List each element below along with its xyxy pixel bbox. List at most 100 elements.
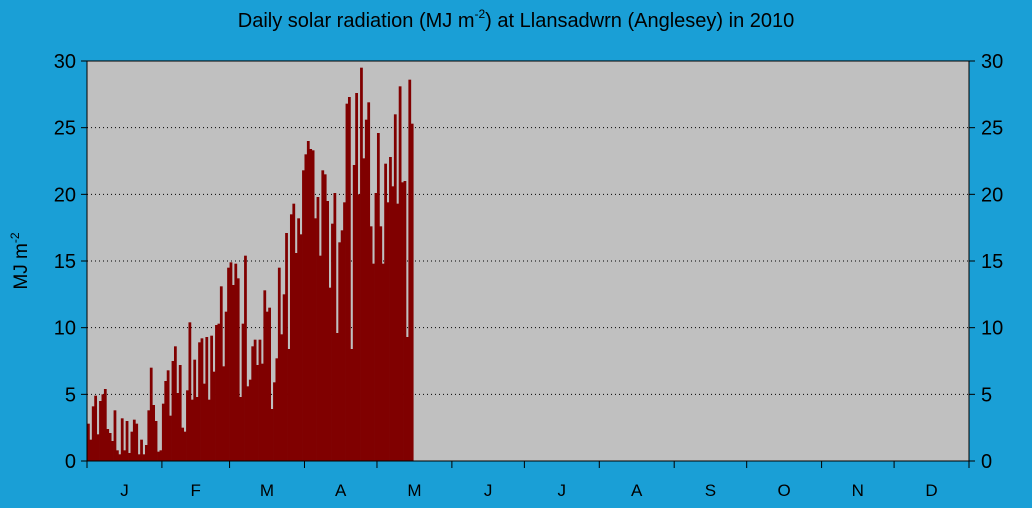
bar: [321, 170, 325, 461]
bar: [234, 263, 238, 461]
bar: [227, 267, 230, 461]
bar: [215, 325, 218, 461]
month-label: N: [852, 481, 864, 500]
bar: [190, 399, 194, 461]
bar: [304, 154, 308, 461]
bar: [391, 186, 395, 461]
month-label: A: [335, 481, 347, 500]
bar: [396, 203, 400, 462]
bar: [144, 445, 148, 461]
bar: [171, 361, 175, 461]
bar: [302, 170, 305, 461]
bar: [316, 197, 320, 461]
bar: [282, 294, 286, 461]
bar: [318, 255, 322, 461]
bar: [294, 253, 298, 461]
month-label: J: [484, 481, 493, 500]
bar: [343, 202, 346, 461]
bar: [372, 263, 375, 461]
grid-lines: [87, 127, 969, 395]
plot-frame: [86, 60, 970, 462]
bar: [207, 399, 211, 461]
y-tick-label-left: 20: [54, 184, 76, 206]
y-axis-label: MJ m-2: [8, 232, 32, 289]
bar: [154, 421, 158, 461]
bar: [212, 371, 216, 461]
bar: [393, 114, 397, 461]
bar: [173, 346, 177, 461]
bar: [87, 423, 90, 461]
bar: [224, 311, 228, 461]
bar: [258, 339, 262, 461]
bar: [200, 338, 204, 461]
bar: [99, 401, 102, 461]
bar: [186, 390, 189, 461]
bar: [176, 393, 180, 461]
bar: [381, 263, 385, 461]
bar: [181, 427, 185, 461]
bar: [128, 453, 131, 461]
month-label: O: [777, 481, 790, 500]
y-tick-label-right: 20: [981, 184, 1003, 206]
bar: [265, 311, 269, 461]
bar: [256, 365, 259, 461]
month-label: M: [407, 481, 421, 500]
bar: [241, 323, 245, 461]
bar: [369, 226, 373, 461]
bar: [103, 389, 107, 461]
bar: [195, 397, 199, 461]
bar: [289, 214, 293, 461]
y-tick-label-right: 30: [981, 51, 1003, 73]
bar: [357, 194, 361, 461]
bar: [198, 342, 201, 461]
bar: [166, 370, 170, 461]
y-tick-label-left: 5: [65, 384, 76, 406]
bar: [328, 287, 332, 461]
bar: [125, 421, 129, 461]
bar: [376, 133, 380, 461]
bar: [183, 431, 187, 461]
bar: [401, 182, 404, 461]
y-tick-label-left: 0: [65, 451, 76, 473]
bar: [231, 285, 235, 461]
bar: [333, 193, 337, 461]
bar: [140, 439, 143, 461]
bar: [193, 359, 197, 461]
y-tick-labels: 0 0 5 5 10 10 15 15 20 20 25 25 30 30: [54, 51, 1004, 473]
bar: [326, 201, 329, 461]
bar: [111, 441, 114, 461]
bar: [159, 450, 163, 461]
bar: [108, 433, 112, 461]
bar: [210, 335, 214, 461]
bar: [268, 307, 271, 461]
month-label: M: [260, 481, 274, 500]
bar: [389, 157, 392, 461]
bar: [164, 381, 168, 461]
bar: [106, 429, 110, 461]
bar: [352, 165, 356, 461]
bar: [405, 337, 409, 461]
bar: [236, 278, 240, 461]
bar: [374, 193, 378, 461]
bar: [246, 386, 250, 461]
bar: [229, 262, 233, 461]
bar: [403, 181, 407, 461]
bar: [178, 365, 182, 461]
bar: [345, 103, 349, 462]
bar: [222, 366, 226, 461]
bar: [251, 346, 255, 461]
bar: [355, 93, 358, 461]
bar: [362, 158, 366, 461]
bar: [169, 415, 172, 461]
bar: [248, 379, 252, 461]
bar: [120, 418, 124, 461]
bar: [331, 223, 334, 461]
bar: [123, 450, 127, 461]
y-tick-label-left: 10: [54, 318, 76, 340]
bar-series: [87, 67, 414, 462]
bar: [275, 358, 279, 461]
y-tick-label-right: 5: [981, 384, 992, 406]
bar: [149, 367, 153, 461]
bar: [379, 226, 383, 461]
